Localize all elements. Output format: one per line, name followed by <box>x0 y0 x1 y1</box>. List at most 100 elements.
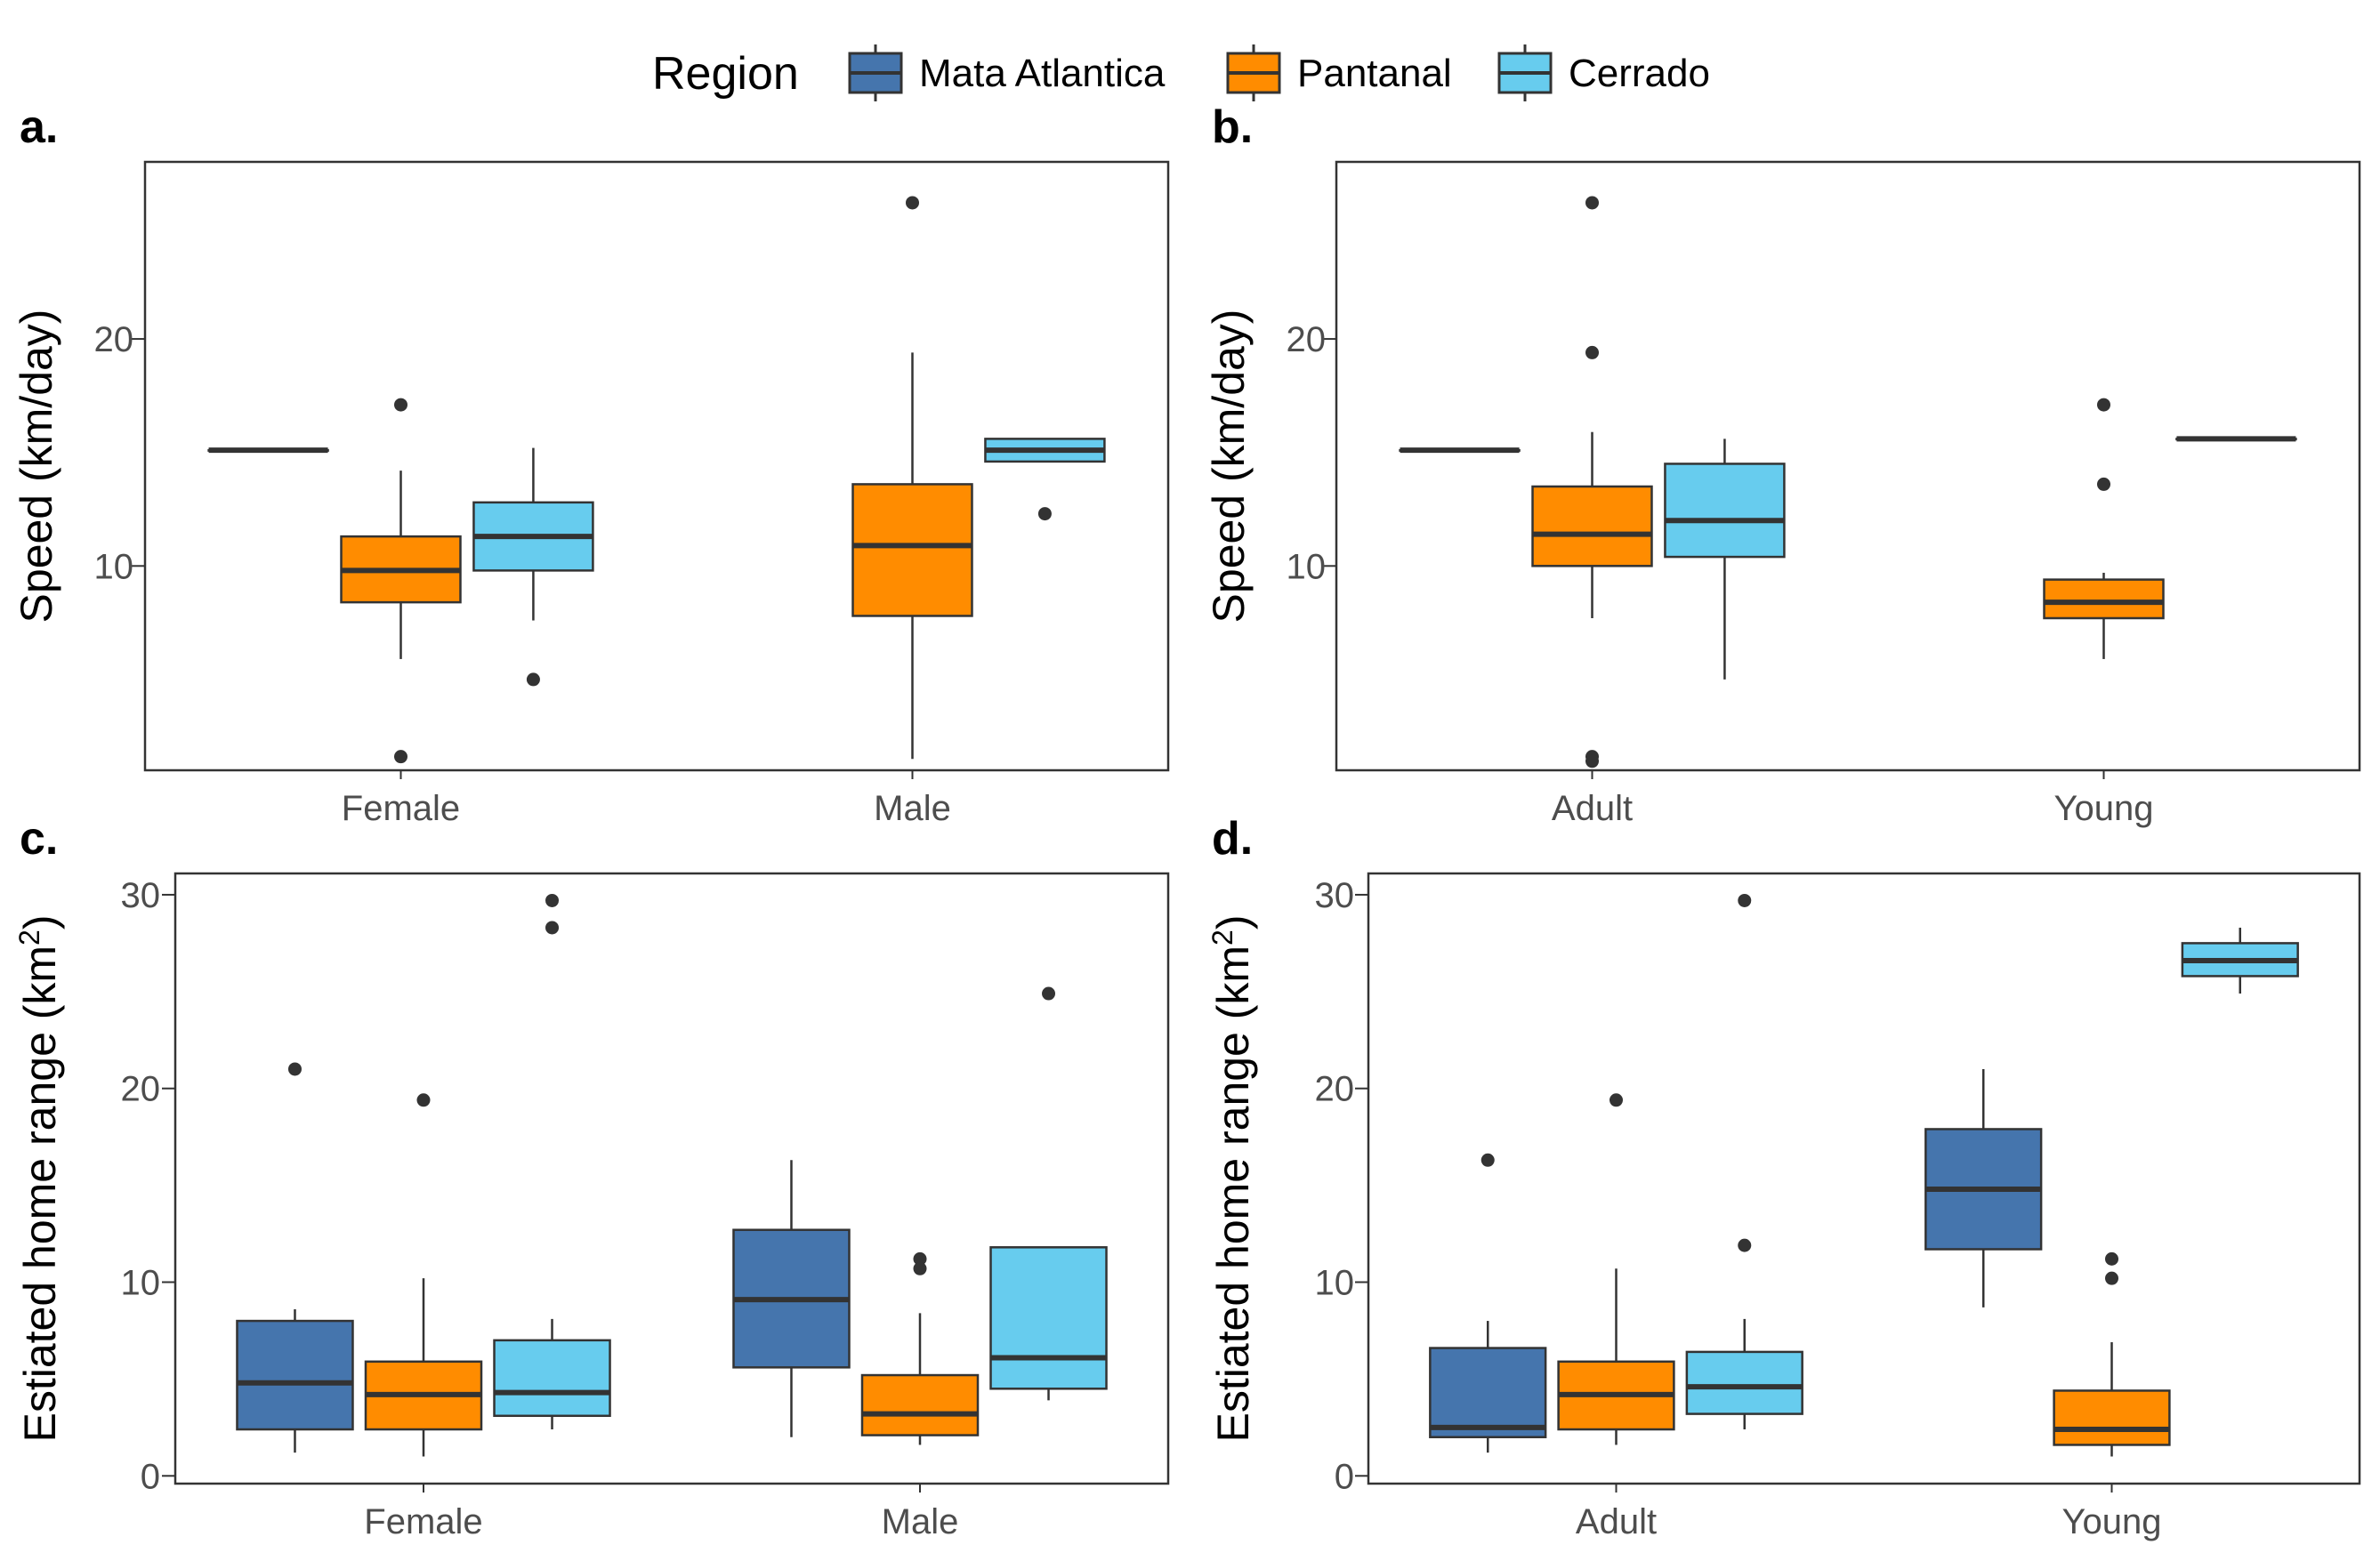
outlier-point <box>1585 754 1599 768</box>
box-body <box>2043 578 2165 620</box>
legend: Region Mata Atlantica Pantanal Cerrado <box>652 44 1710 101</box>
y-axis-title: Estiated home range (km2) <box>13 914 65 1442</box>
box-body <box>493 1339 611 1418</box>
outlier-point <box>526 672 540 687</box>
box-body <box>1429 1347 1547 1438</box>
box <box>1664 439 1786 680</box>
outlier-point <box>2105 1251 2118 1266</box>
box <box>851 196 973 760</box>
y-tick-label: 20 <box>1315 1070 1355 1109</box>
legend-item: Pantanal <box>1226 44 1452 101</box>
outlier-point <box>1738 1238 1752 1252</box>
panel-border <box>173 872 1170 1485</box>
x-tick-label: Adult <box>1576 1502 1657 1541</box>
outlier-point <box>913 1261 927 1275</box>
outlier-point <box>913 1251 927 1266</box>
box <box>493 893 611 1430</box>
panel-border <box>143 160 1170 772</box>
outlier-point <box>906 196 919 210</box>
y-tick-label: 10 <box>94 547 134 586</box>
y-tick-label: 0 <box>141 1457 160 1496</box>
panel: c. 0 10 20 30 Female Male Estiated home range (… <box>13 813 1170 1541</box>
box <box>2043 398 2165 659</box>
box <box>860 1251 980 1445</box>
outlier-point <box>1585 345 1599 359</box>
outlier-point <box>1480 1153 1495 1167</box>
x-tick-label: Adult <box>1552 789 1633 828</box>
box <box>1531 196 1653 768</box>
panel-label: a. <box>20 101 58 153</box>
box <box>2053 1251 2171 1457</box>
legend-title: Region <box>652 48 799 100</box>
outlier-point <box>1585 196 1599 210</box>
x-tick-label: Male <box>874 789 951 828</box>
y-axis-title: Speed (km/day) <box>12 310 61 624</box>
y-axis-title: Estiated home range (km2) <box>1206 914 1258 1442</box>
outlier-point <box>394 750 407 764</box>
outlier-point <box>545 893 560 907</box>
panel: a. 10 20 Female Male Speed (km/day) <box>12 101 1170 828</box>
y-tick-label: 10 <box>1287 547 1327 586</box>
panel: b. 10 20 Adult Young Speed (km/day) <box>1204 101 2361 828</box>
outlier-point <box>545 921 560 935</box>
legend-item: Cerrado <box>1497 44 1710 101</box>
x-tick-label: Young <box>2062 1502 2162 1541</box>
legend-label: Mata Atlantica <box>919 52 1166 95</box>
outlier-point <box>1042 986 1056 1001</box>
panels: a. 10 20 Female Male Speed (km/day) b. 10 20 Adul… <box>12 101 2361 1541</box>
y-tick-label: 20 <box>94 320 134 359</box>
box-body <box>851 483 973 617</box>
outlier-point <box>287 1062 302 1076</box>
outlier-point <box>2105 1271 2118 1285</box>
x-tick-label: Female <box>342 789 460 828</box>
box <box>2181 927 2299 994</box>
outlier-point <box>394 398 407 412</box>
box <box>1557 1093 1675 1445</box>
panel-border <box>1367 872 2361 1485</box>
box <box>1399 447 1521 454</box>
box <box>364 1093 483 1457</box>
legend-label: Cerrado <box>1569 52 1710 95</box>
y-tick-label: 0 <box>1335 1457 1354 1496</box>
x-tick-label: Male <box>882 1502 959 1541</box>
box-body <box>236 1319 354 1431</box>
y-axis-title: Speed (km/day) <box>1204 310 1254 624</box>
outlier-point <box>1610 1093 1623 1107</box>
panel-label: c. <box>20 813 58 865</box>
y-tick-label: 10 <box>121 1264 161 1303</box>
legend-label: Pantanal <box>1297 52 1452 95</box>
box <box>472 447 594 687</box>
x-tick-label: Female <box>364 1502 482 1541</box>
outlier-point <box>2097 477 2110 491</box>
outlier-point <box>1738 893 1752 907</box>
panel-label: b. <box>1212 101 1253 153</box>
panel-label: d. <box>1212 813 1253 865</box>
outlier-point <box>416 1093 431 1107</box>
y-tick-label: 20 <box>121 1070 161 1109</box>
y-tick-label: 30 <box>121 876 161 915</box>
box-body <box>1531 485 1653 567</box>
box-body <box>2053 1389 2171 1446</box>
box <box>989 986 1108 1401</box>
y-tick-label: 30 <box>1315 876 1355 915</box>
box <box>732 1160 851 1437</box>
box-body <box>860 1373 980 1436</box>
outlier-point <box>1037 507 1052 521</box>
y-tick-label: 20 <box>1287 320 1327 359</box>
box-body <box>1664 463 1786 559</box>
box-body <box>1685 1350 1803 1415</box>
box-body <box>989 1246 1108 1390</box>
panel: d. 0 10 20 30 Adult Young Estiated home range (… <box>1206 813 2361 1541</box>
x-tick-label: Young <box>2054 789 2154 828</box>
panel-border <box>1335 160 2361 772</box>
box <box>236 1062 354 1453</box>
box <box>1924 1068 2043 1308</box>
box <box>1429 1153 1547 1453</box>
box <box>340 398 462 764</box>
box <box>207 447 329 454</box>
outlier-point <box>2097 398 2110 412</box>
legend-item: Mata Atlantica <box>848 44 1166 101</box>
box <box>1685 893 1803 1430</box>
y-tick-label: 10 <box>1315 1264 1355 1303</box>
